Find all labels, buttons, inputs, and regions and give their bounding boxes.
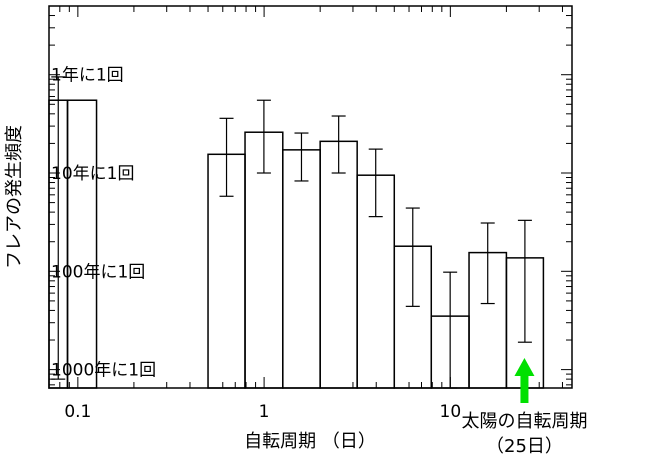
y-level-label: 100年に1回 <box>51 262 145 282</box>
sun-rotation-arrow-icon <box>514 358 535 403</box>
y-axis-title: フレアの発生頻度 <box>4 125 25 269</box>
histogram-bar-2 <box>66 99 98 389</box>
x-tick-label: 1 <box>259 402 270 422</box>
x-tick-label: 10 <box>440 402 462 422</box>
plot-layer <box>48 76 545 389</box>
annotation-layer: 太陽の自転周期 （25日） <box>461 358 587 457</box>
sun-rotation-label: 太陽の自転周期 <box>461 411 587 432</box>
x-axis-title: 自転周期 （日） <box>244 431 376 452</box>
y-level-label: 1年に1回 <box>51 66 124 86</box>
x-tick-label: 0.1 <box>64 402 91 422</box>
y-level-label: 1000年に1回 <box>51 361 156 381</box>
sun-rotation-period-label: （25日） <box>486 436 563 457</box>
histogram-bar-6 <box>319 140 358 389</box>
histogram-bar-5 <box>282 149 321 389</box>
y-level-label: 10年に1回 <box>51 164 134 184</box>
axis-layer: 0.1 1 10 1年に1回 10年に1回 100年に1回 1000年に1回 <box>48 5 572 422</box>
plot-frame <box>48 5 573 389</box>
